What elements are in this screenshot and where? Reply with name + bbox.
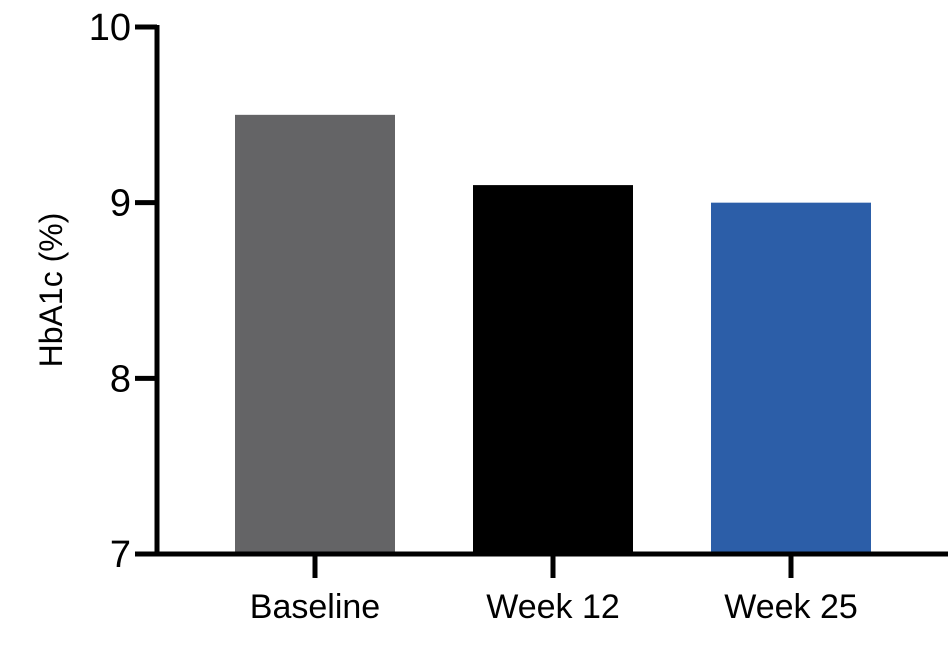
bar bbox=[235, 114, 395, 554]
x-tick-label: Week 25 bbox=[724, 588, 858, 626]
x-tick-label: Baseline bbox=[250, 588, 380, 626]
bar bbox=[711, 202, 871, 554]
y-axis-label: HbA1c (%) bbox=[33, 213, 69, 368]
y-axis-ticks: 7 8 9 10 bbox=[89, 7, 157, 576]
y-tick-label: 9 bbox=[110, 183, 131, 225]
bars bbox=[235, 114, 871, 554]
y-tick-label: 10 bbox=[89, 7, 131, 49]
y-tick-label: 7 bbox=[110, 534, 131, 576]
x-tick-label: Week 12 bbox=[486, 588, 620, 626]
y-tick-label: 8 bbox=[110, 358, 131, 400]
bar bbox=[473, 185, 633, 554]
x-axis-ticks: Baseline Week 12 Week 25 bbox=[250, 554, 858, 626]
